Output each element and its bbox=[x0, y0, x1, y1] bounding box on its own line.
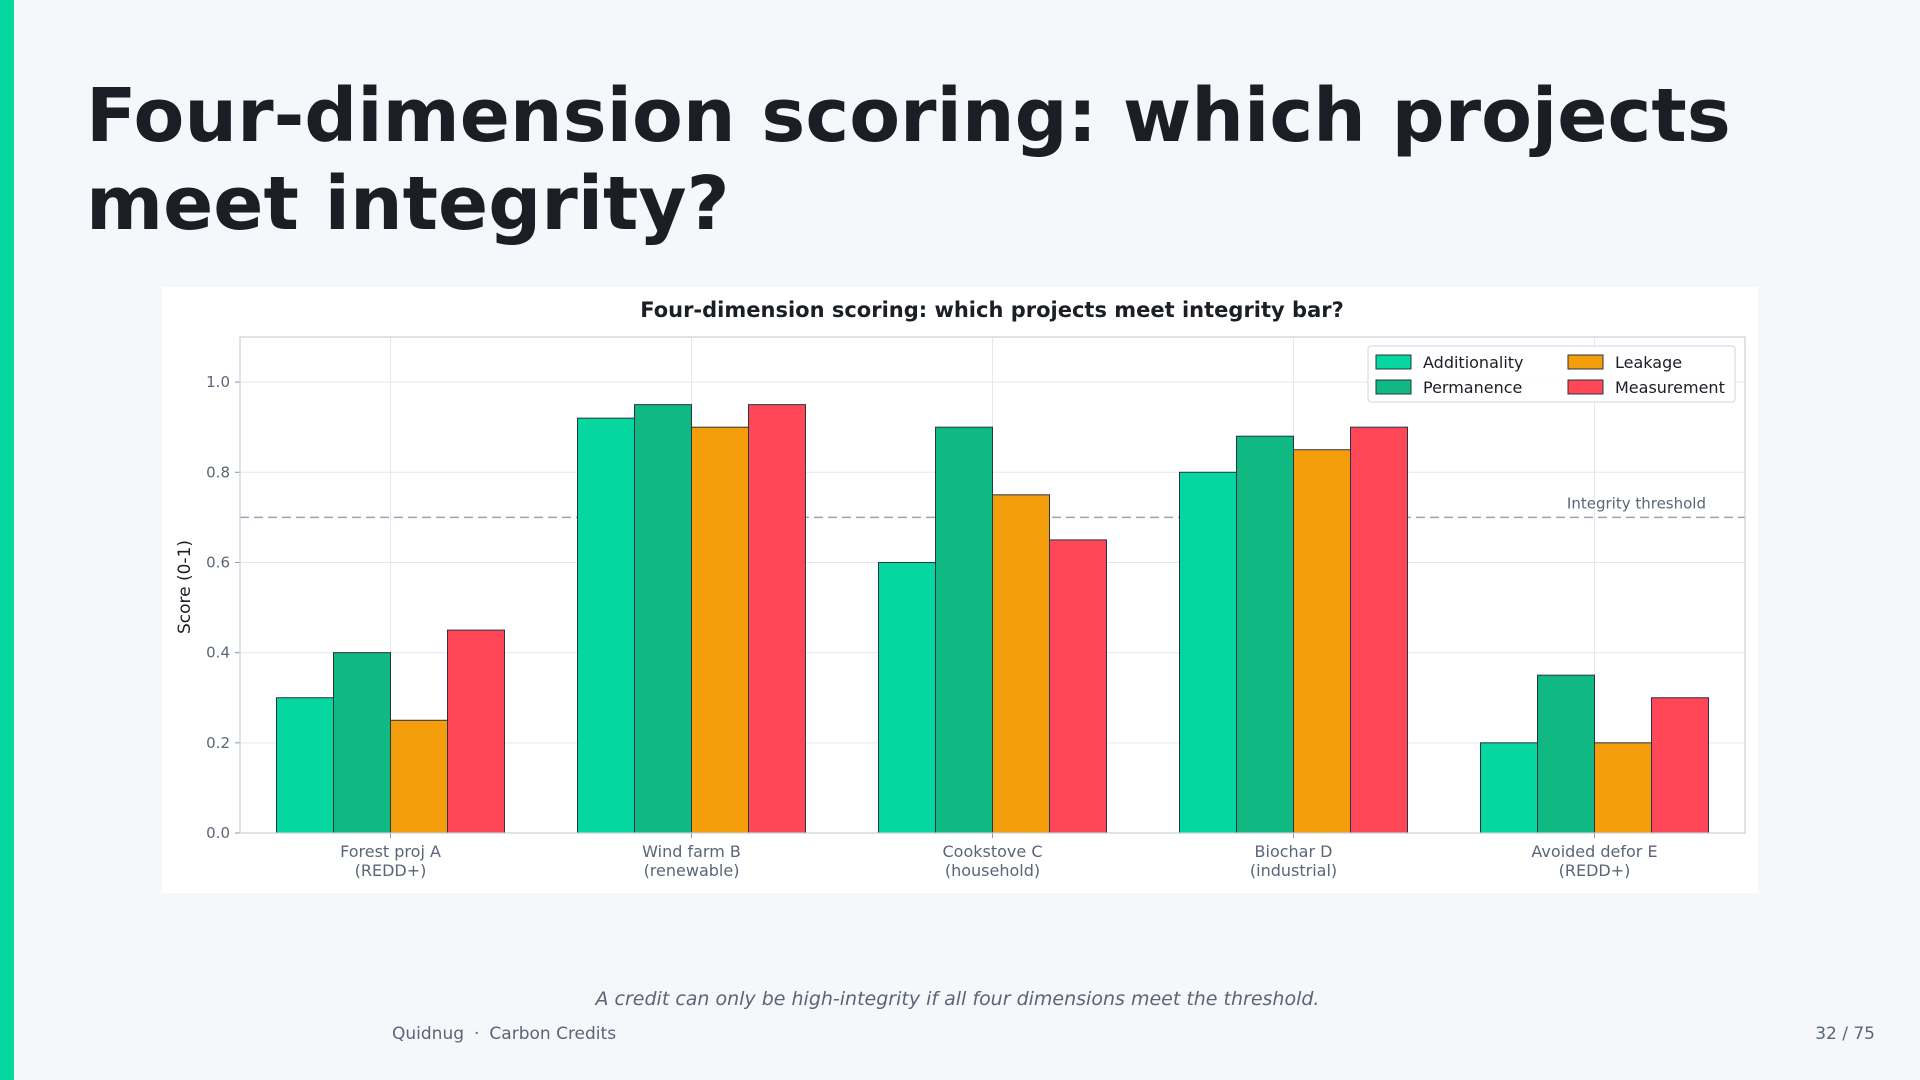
bar bbox=[1049, 539, 1107, 834]
page-number: 32 / 75 bbox=[1815, 1024, 1875, 1044]
y-tick-label: 0.8 bbox=[206, 463, 230, 481]
bar bbox=[691, 426, 749, 834]
bar bbox=[276, 697, 334, 834]
bar bbox=[1236, 435, 1294, 834]
legend-label: Permanence bbox=[1423, 378, 1522, 397]
bar bbox=[1350, 426, 1408, 834]
bar bbox=[634, 404, 692, 834]
bar bbox=[748, 404, 806, 834]
legend-label: Leakage bbox=[1615, 353, 1682, 372]
chart-card: Four-dimension scoring: which projects m… bbox=[162, 287, 1758, 893]
x-tick-label: Avoided defor E bbox=[1531, 842, 1657, 861]
slide-caption: A credit can only be high-integrity if a… bbox=[595, 988, 1320, 1010]
bar bbox=[1293, 449, 1351, 834]
footer-left: Quidnug · Carbon Credits bbox=[392, 1024, 616, 1044]
legend-label: Additionality bbox=[1423, 353, 1524, 372]
x-tick-label: Biochar D bbox=[1255, 842, 1333, 861]
x-tick-label: (industrial) bbox=[1250, 861, 1337, 880]
threshold-layer: Integrity threshold bbox=[240, 494, 1745, 519]
bar bbox=[577, 417, 635, 834]
x-tick-label: Forest proj A bbox=[340, 842, 441, 861]
bar bbox=[935, 426, 993, 834]
footer-separator: · bbox=[474, 1024, 480, 1044]
x-tick-label: (REDD+) bbox=[1559, 861, 1631, 880]
bar bbox=[1651, 697, 1709, 834]
plot-frame bbox=[239, 336, 1746, 834]
y-tick-label: 0.6 bbox=[206, 553, 230, 571]
legend: Additionality Permanence Leakage Measuremen… bbox=[1367, 345, 1736, 403]
x-tick-label: Wind farm B bbox=[642, 842, 741, 861]
legend-swatch bbox=[1567, 379, 1604, 395]
footer-section: Carbon Credits bbox=[489, 1024, 617, 1044]
slide-title: Four-dimension scoring: which projects m… bbox=[86, 73, 1731, 247]
bar bbox=[878, 561, 936, 834]
bar bbox=[333, 652, 391, 834]
x-tick-label: (REDD+) bbox=[355, 861, 427, 880]
accent-bar bbox=[0, 0, 14, 1080]
bars-layer bbox=[276, 404, 1709, 834]
bar bbox=[390, 719, 448, 834]
legend-label: Measurement bbox=[1615, 378, 1725, 397]
y-tick-label: 1.0 bbox=[206, 373, 230, 391]
x-tick-label: (household) bbox=[945, 861, 1040, 880]
threshold-label: Integrity threshold bbox=[1567, 494, 1706, 512]
bar bbox=[1594, 742, 1652, 834]
legend-swatch bbox=[1375, 379, 1412, 395]
y-axis-label: Score (0-1) bbox=[175, 540, 195, 634]
x-tick-label: (renewable) bbox=[644, 861, 740, 880]
bar bbox=[1537, 674, 1595, 834]
legend-swatch bbox=[1375, 354, 1412, 370]
y-tick-label: 0.4 bbox=[206, 644, 230, 662]
chart-title: Four-dimension scoring: which projects m… bbox=[640, 298, 1344, 322]
bar bbox=[447, 629, 505, 834]
footer-brand: Quidnug bbox=[392, 1024, 465, 1044]
legend-swatch bbox=[1567, 354, 1604, 370]
x-tick-label: Cookstove C bbox=[943, 842, 1043, 861]
bar bbox=[992, 494, 1050, 834]
y-tick-label: 0.2 bbox=[206, 734, 230, 752]
bar bbox=[1480, 742, 1538, 834]
bar bbox=[1179, 471, 1237, 834]
legend-box bbox=[1367, 345, 1736, 403]
y-tick-label: 0.0 bbox=[206, 824, 230, 842]
grouped-bar-chart: Four-dimension scoring: which projects m… bbox=[175, 298, 1746, 880]
